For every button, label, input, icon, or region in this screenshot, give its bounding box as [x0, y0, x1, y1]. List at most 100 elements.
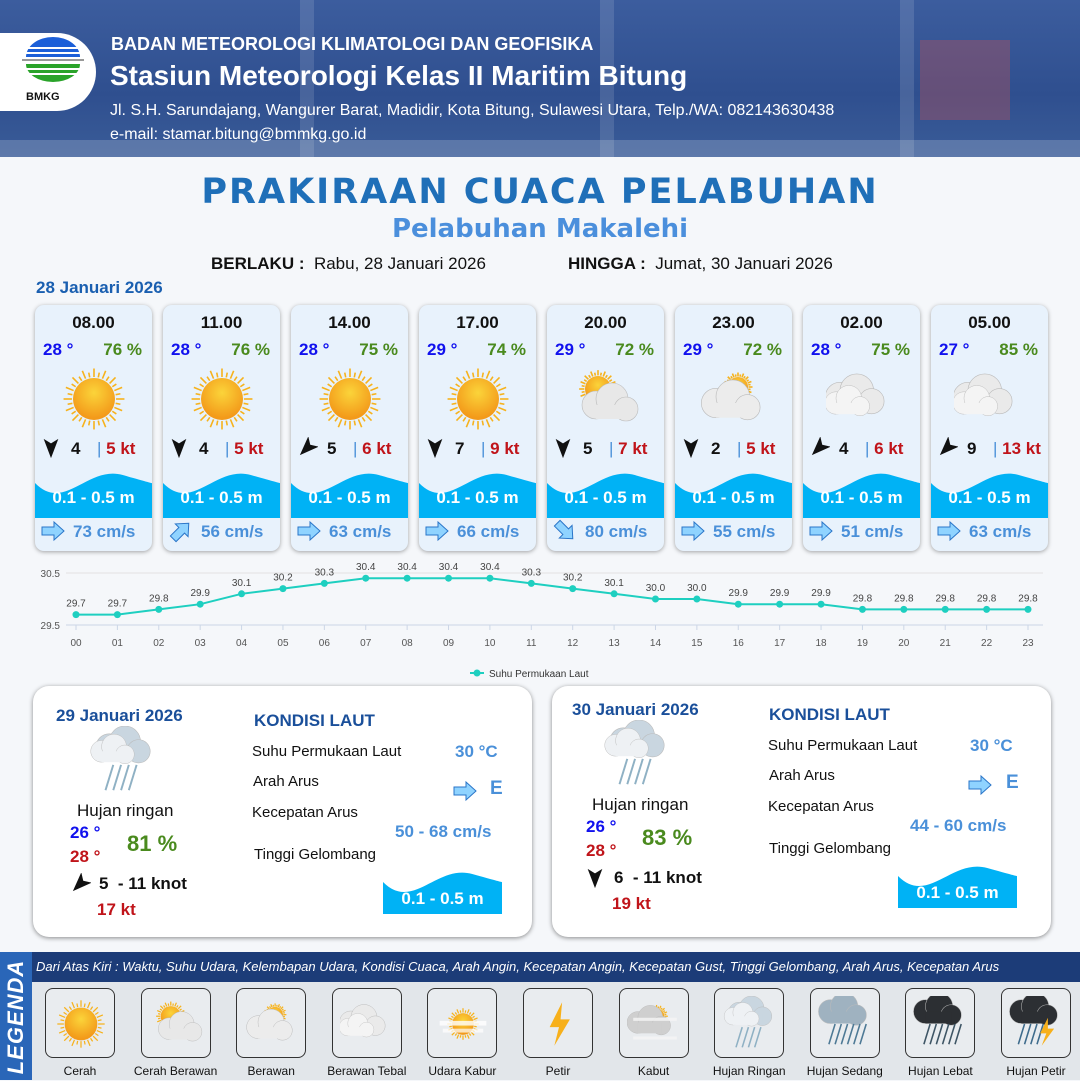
- weather-cerah-icon: [442, 363, 514, 435]
- data-point: [445, 575, 452, 582]
- weather-condition: Hujan ringan: [77, 801, 173, 821]
- current-direction-icon: [967, 773, 993, 797]
- x-tick-label: 14: [650, 638, 662, 649]
- legend-item-cerah: [45, 988, 115, 1058]
- data-label: 30.1: [604, 578, 624, 589]
- x-tick-label: 20: [898, 638, 910, 649]
- weather-condition: Hujan ringan: [592, 795, 688, 815]
- x-tick-label: 02: [153, 638, 165, 649]
- wind-speed-range: 6 - 11 knot: [614, 868, 702, 888]
- data-label: 30.0: [646, 583, 666, 594]
- data-label: 29.7: [66, 599, 86, 610]
- data-point: [238, 590, 245, 597]
- current-direction-icon: [452, 779, 478, 803]
- wave-height: 0.1 - 0.5 m: [35, 488, 152, 508]
- y-tick-label: 30.5: [41, 569, 61, 580]
- data-label: 29.8: [853, 593, 873, 604]
- weather-cerah-icon: [53, 996, 109, 1052]
- current-speed-range: 50 - 68 cm/s: [395, 822, 491, 842]
- data-label: 30.4: [397, 562, 417, 573]
- legend-description: Dari Atas Kiri : Waktu, Suhu Udara, Kele…: [36, 959, 999, 974]
- wind-direction-icon: [40, 437, 62, 459]
- agency-name: BADAN METEOROLOGI KLIMATOLOGI DAN GEOFIS…: [111, 34, 593, 55]
- sst-value: 30 °C: [455, 742, 498, 762]
- wind-direction-icon: [936, 437, 958, 459]
- data-label: 29.9: [729, 588, 749, 599]
- humidity: 81 %: [127, 831, 177, 857]
- data-label: 29.9: [190, 588, 210, 599]
- sst-value: 30 °C: [970, 736, 1013, 756]
- legend-item-label: Berawan: [221, 1064, 321, 1078]
- y-tick-label: 29.5: [41, 621, 61, 632]
- port-name: Pelabuhan Makalehi: [0, 214, 1080, 244]
- current-speed: 66 cm/s: [457, 522, 519, 542]
- weather-udara-kabur-icon: [435, 996, 491, 1052]
- bmkg-logo: BMKG: [0, 33, 96, 111]
- current-speed: 63 cm/s: [969, 522, 1031, 542]
- x-tick-label: 22: [981, 638, 993, 649]
- forecast-card: 05.00 27 ° 85 % 9 | 13 kt 0.1 - 0.5 m 63…: [931, 305, 1048, 551]
- legend-item-label: Udara Kabur: [412, 1064, 512, 1078]
- wind-speed: 2: [711, 439, 720, 459]
- day-forecast-panel: 29 Januari 2026 Hujan ringan 26 ° 28 ° 8…: [33, 686, 532, 937]
- current-speed-label: Kecepatan Arus: [768, 798, 874, 815]
- forecast-card: 23.00 29 ° 72 % 2 | 5 kt 0.1 - 0.5 m 55 …: [675, 305, 792, 551]
- legend-item-petir: [523, 988, 593, 1058]
- current-direction-icon: [936, 519, 962, 543]
- legend-item-label: Hujan Ringan: [699, 1064, 799, 1078]
- data-point: [569, 585, 576, 592]
- wind-speed: 7: [455, 439, 464, 459]
- weather-berawan-icon: [244, 996, 300, 1052]
- x-tick-label: 19: [857, 638, 869, 649]
- current-direction-icon: [40, 519, 66, 543]
- current-speed: 55 cm/s: [713, 522, 775, 542]
- x-tick-label: 08: [402, 638, 414, 649]
- current-speed-range: 44 - 60 cm/s: [910, 816, 1006, 836]
- x-tick-label: 01: [112, 638, 124, 649]
- gust-speed: 5 kt: [234, 439, 263, 458]
- legend-description-bar: Dari Atas Kiri : Waktu, Suhu Udara, Kele…: [32, 952, 1080, 982]
- x-tick-label: 21: [940, 638, 952, 649]
- legend-label: Suhu Permukaan Laut: [489, 669, 589, 680]
- station-email[interactable]: e-mail: stamar.bitung@bmmkg.go.id: [110, 126, 366, 144]
- legend-item-cerah-berawan: [141, 988, 211, 1058]
- page-title: PRAKIRAAN CUACA PELABUHAN: [0, 172, 1080, 212]
- weather-hujan-sedang-icon: [818, 996, 874, 1052]
- weather-berawan-icon: [698, 363, 770, 435]
- forecast-card: 02.00 28 ° 75 % 4 | 6 kt 0.1 - 0.5 m 51 …: [803, 305, 920, 551]
- data-point: [197, 601, 204, 608]
- gust-speed: 19 kt: [612, 894, 651, 914]
- data-label: 29.9: [770, 588, 790, 599]
- humidity: 83 %: [642, 825, 692, 851]
- current-direction: E: [490, 778, 503, 800]
- legend-side: LEGENDA: [0, 952, 32, 1080]
- wave-height: 0.1 - 0.5 m: [291, 488, 408, 508]
- data-point: [900, 606, 907, 613]
- data-point: [942, 606, 949, 613]
- data-label: 30.2: [273, 573, 293, 584]
- forecast-time: 08.00: [35, 313, 152, 333]
- forecast-time: 17.00: [419, 313, 536, 333]
- current-speed-label: Kecepatan Arus: [252, 804, 358, 821]
- weather-berawan-tebal-icon: [826, 363, 898, 435]
- legend-item-label: Kabut: [604, 1064, 704, 1078]
- legend-item-berawan-tebal: [332, 988, 402, 1058]
- wind-speed: 4: [839, 439, 848, 459]
- weather-kabut-icon: [627, 996, 683, 1052]
- gust-speed: 5 kt: [106, 439, 135, 458]
- gust-speed: 17 kt: [97, 900, 136, 920]
- x-tick-label: 18: [815, 638, 827, 649]
- temp-min: 26 °: [70, 823, 100, 843]
- wind-direction-icon: [680, 437, 702, 459]
- valid-to: Jumat, 30 Januari 2026: [655, 254, 833, 273]
- x-tick-label: 16: [733, 638, 745, 649]
- data-label: 29.8: [935, 593, 955, 604]
- air-temperature: 28 °: [43, 340, 73, 360]
- humidity: 76 %: [231, 340, 270, 360]
- humidity: 75 %: [359, 340, 398, 360]
- wind-direction-icon: [584, 867, 606, 889]
- current-direction-label: Arah Arus: [769, 767, 835, 784]
- wind-speed: 4: [71, 439, 80, 459]
- humidity: 76 %: [103, 340, 142, 360]
- humidity: 72 %: [743, 340, 782, 360]
